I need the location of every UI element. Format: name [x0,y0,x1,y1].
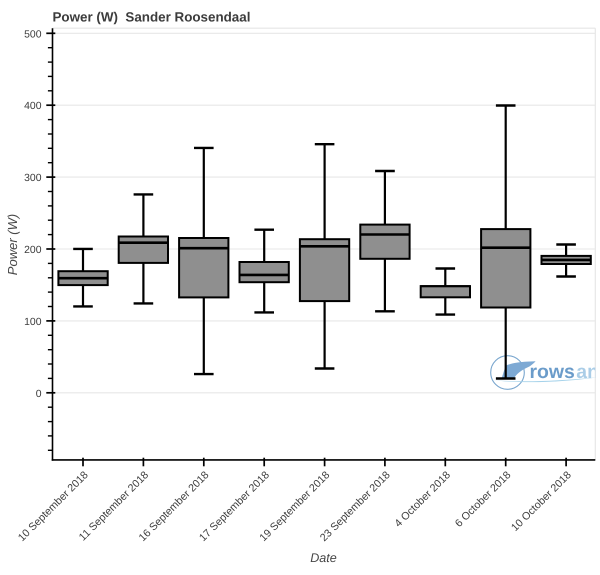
svg-text:Power (W): Power (W) [5,214,20,275]
svg-text:200: 200 [24,245,42,256]
svg-text:Power (W) Sander Roosendaal: Power (W) Sander Roosendaal [53,10,251,25]
svg-text:400: 400 [24,101,42,112]
svg-text:rows: rows [530,361,575,383]
svg-text:0: 0 [36,389,42,400]
svg-text:300: 300 [24,173,42,184]
svg-text:Date: Date [310,551,337,565]
svg-text:100: 100 [24,317,42,328]
svg-text:an: an [576,361,599,383]
svg-text:500: 500 [24,29,42,40]
